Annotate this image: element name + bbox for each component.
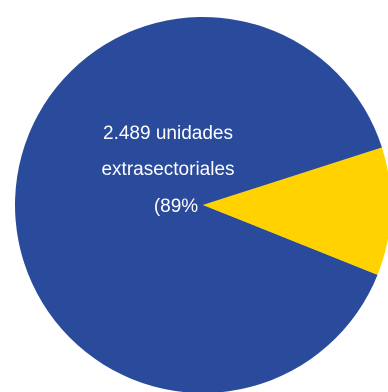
pie-slice-other (203, 147, 388, 275)
slice-label-line-2: extrasectoriales (101, 159, 234, 180)
slice-label-line-3: (89% (154, 196, 198, 217)
pie-slices (15, 17, 388, 392)
pie-slice-extrasectoriales (15, 17, 382, 392)
slice-label-line-1: 2.489 unidades (103, 123, 233, 144)
